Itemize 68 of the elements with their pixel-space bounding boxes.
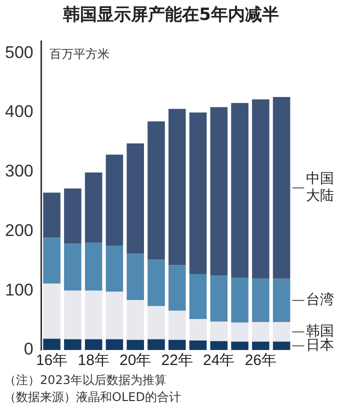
bar bbox=[210, 276, 228, 322]
bar bbox=[84, 172, 102, 243]
bar bbox=[84, 242, 102, 291]
bar bbox=[126, 340, 144, 350]
bar bbox=[148, 260, 165, 306]
bar bbox=[231, 342, 248, 350]
series-label: 中国大陆 bbox=[306, 171, 334, 204]
bar bbox=[148, 339, 165, 350]
bar bbox=[148, 306, 165, 340]
bar bbox=[189, 274, 207, 320]
bar bbox=[272, 278, 290, 322]
bar bbox=[168, 265, 186, 311]
x-tick-label: 24年 bbox=[203, 352, 235, 370]
bar bbox=[168, 310, 186, 340]
series-label: 韩国 bbox=[306, 324, 334, 340]
bar bbox=[64, 339, 82, 350]
bar bbox=[43, 283, 60, 339]
bar bbox=[231, 322, 248, 342]
y-tick-label: 500 bbox=[4, 42, 34, 62]
x-tick-label: 16年 bbox=[36, 352, 68, 370]
bar bbox=[43, 338, 60, 350]
x-tick-label: 20年 bbox=[120, 352, 152, 370]
x-tick-label: 22年 bbox=[161, 352, 193, 370]
bar bbox=[64, 188, 82, 244]
bar bbox=[210, 341, 228, 350]
series-label: 台湾 bbox=[306, 292, 334, 308]
bar bbox=[126, 143, 144, 254]
text: （数据来源）液晶和OLED的合计 bbox=[4, 389, 182, 406]
bar bbox=[210, 107, 228, 276]
bar bbox=[252, 322, 270, 342]
bar bbox=[126, 254, 144, 300]
bar bbox=[252, 99, 270, 279]
bar bbox=[84, 290, 102, 340]
bar bbox=[64, 244, 82, 291]
bar bbox=[252, 278, 270, 322]
y-tick-label: 300 bbox=[4, 162, 34, 181]
y-tick-label: 200 bbox=[4, 220, 34, 240]
bar bbox=[106, 154, 124, 246]
bar bbox=[148, 121, 165, 260]
bar bbox=[210, 321, 228, 342]
bar bbox=[272, 342, 290, 350]
text: （注）2023年以后数据为推算 bbox=[4, 372, 168, 389]
bar bbox=[43, 238, 60, 284]
x-tick-label: 26年 bbox=[244, 352, 277, 370]
chart-title: 韩国显示屏产能在5年内减半 bbox=[62, 4, 280, 27]
bar bbox=[106, 339, 124, 350]
bar bbox=[84, 339, 102, 350]
bar bbox=[189, 340, 207, 350]
bar bbox=[252, 342, 270, 350]
bar bbox=[64, 290, 82, 340]
y-tick-label: 400 bbox=[4, 102, 34, 122]
bar bbox=[106, 245, 124, 292]
bar bbox=[126, 300, 144, 340]
bar bbox=[231, 102, 248, 278]
bar bbox=[272, 322, 290, 342]
bar bbox=[189, 112, 207, 274]
y-axis-title: 百万平方米 bbox=[49, 47, 110, 62]
y-tick-label: 0 bbox=[24, 340, 34, 359]
bar bbox=[272, 97, 290, 279]
series-label: 日本 bbox=[306, 337, 334, 354]
bar bbox=[168, 108, 186, 266]
bar bbox=[231, 278, 248, 323]
bar bbox=[106, 292, 124, 340]
x-tick-label: 18年 bbox=[78, 352, 110, 370]
bar bbox=[43, 192, 60, 238]
bar bbox=[168, 340, 186, 350]
bar bbox=[189, 319, 207, 340]
y-tick-label: 100 bbox=[4, 280, 34, 300]
